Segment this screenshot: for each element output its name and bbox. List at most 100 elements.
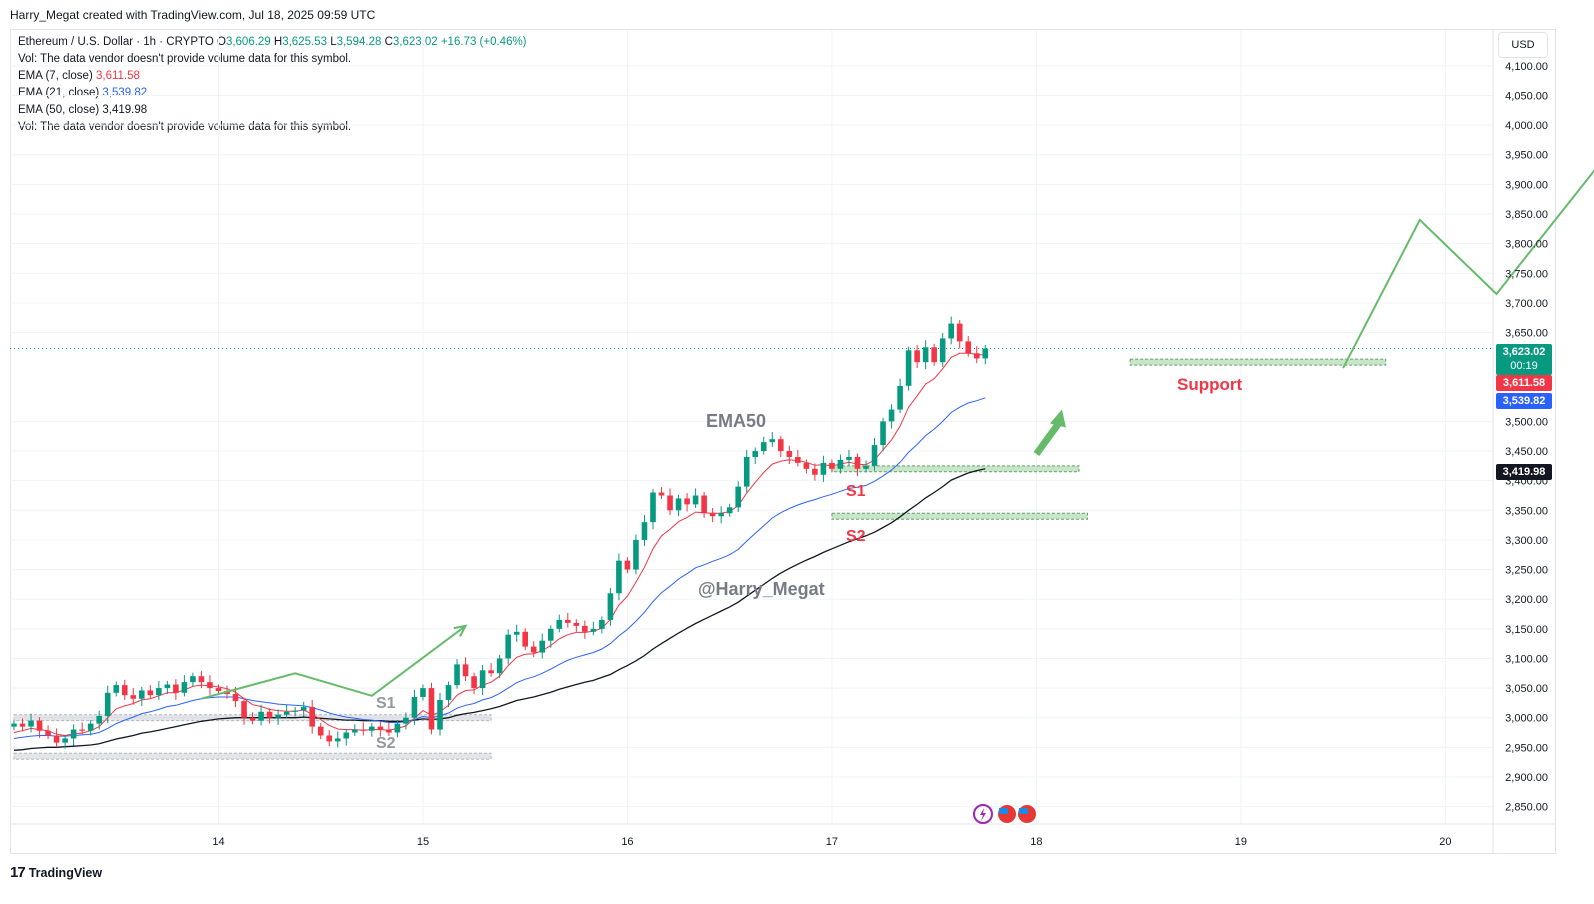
candle-down: [462, 664, 469, 677]
y-tick-label: 3,700.00: [1505, 298, 1548, 310]
candle-up: [283, 711, 290, 715]
zone-s1: [831, 465, 1080, 473]
currency-selector[interactable]: USD: [1498, 32, 1548, 58]
ema21-line: [13, 397, 986, 739]
legend-ema50-row[interactable]: EMA (50, close) 3,419.98: [18, 102, 527, 119]
y-tick-label: 3,100.00: [1505, 653, 1548, 665]
legend-symbol[interactable]: Ethereum / U.S. Dollar · 1h · CRYPTO: [18, 36, 214, 48]
y-tick-label: 3,450.00: [1505, 446, 1548, 458]
annotation-support: Support: [1177, 375, 1242, 394]
last-price-value: 3,623.02: [1502, 346, 1546, 358]
x-tick-label: 16: [621, 836, 633, 848]
candle-down: [565, 619, 571, 623]
candle-up: [139, 690, 145, 699]
candle-up: [394, 723, 401, 733]
projection-path-large: [1342, 169, 1594, 369]
ema7-line: [13, 352, 986, 737]
candle-up: [292, 710, 298, 712]
candle-up: [948, 323, 954, 339]
candle-down: [266, 711, 273, 718]
watermark: @Harry_Megat: [698, 579, 825, 599]
ema50-price-tag: 3,419.98: [1496, 464, 1552, 480]
candle-up: [837, 459, 844, 469]
legend-low: 3,594.28: [336, 36, 382, 48]
candle-down: [624, 560, 631, 570]
annotation-s2-left: S2: [376, 735, 396, 752]
zone-support: [1129, 358, 1387, 366]
up-arrow-head: [1049, 409, 1066, 428]
candle-up: [846, 456, 852, 460]
candle-down: [522, 631, 528, 647]
candle-up: [922, 347, 929, 363]
legend-h-label: H: [273, 36, 283, 48]
projection-path-small: [201, 625, 467, 700]
legend-ema21-label: EMA (21, close): [18, 87, 100, 99]
last-price-tag: 3,623.02 00:19: [1496, 344, 1552, 375]
candle-up: [411, 696, 418, 718]
legend-o-label: O: [216, 36, 226, 48]
candle-up: [445, 685, 452, 700]
y-tick-label: 3,200.00: [1505, 594, 1548, 606]
y-tick-label: 3,850.00: [1505, 209, 1548, 221]
candle-down: [377, 726, 384, 730]
legend-ema21-row[interactable]: EMA (21, close) 3,539.82: [18, 85, 527, 102]
candle-up: [334, 738, 341, 742]
y-tick-label: 3,650.00: [1505, 328, 1548, 340]
candle-up: [982, 348, 989, 359]
chart-grid: [10, 30, 1555, 853]
candle-up: [454, 664, 460, 686]
candle-up: [650, 492, 656, 523]
candle-up: [420, 688, 426, 697]
candle-up: [718, 513, 724, 517]
candle-down: [79, 729, 85, 731]
chart-credit: Harry_Megat created with TradingView.com…: [10, 8, 376, 22]
candle-down: [931, 347, 937, 363]
candle-up: [164, 684, 171, 689]
candle-down: [471, 676, 477, 689]
candle-up: [675, 498, 682, 511]
tradingview-logo-icon: 17: [10, 864, 26, 881]
candle-up: [633, 539, 639, 570]
candle-down: [45, 730, 51, 736]
legend-ema21-value: 3,539.82: [102, 87, 148, 99]
candle-up: [496, 658, 503, 674]
candle-up: [156, 688, 162, 696]
candle-up: [258, 711, 264, 721]
candle-up: [369, 726, 375, 731]
x-tick-label: 14: [212, 836, 224, 848]
candle-up: [479, 670, 486, 689]
legend-ema7-row[interactable]: EMA (7, close) 3,611.58: [18, 68, 527, 85]
legend-ema50-value: 3,419.98: [102, 104, 148, 116]
legend-c-label: C: [384, 36, 393, 48]
time-axis: 14 15 16 17 18 19 20: [212, 836, 1451, 848]
candle-down: [53, 735, 60, 743]
y-tick-label: 4,050.00: [1505, 90, 1548, 102]
candle-up: [104, 692, 111, 716]
candle-up: [641, 522, 648, 540]
candle-down: [530, 646, 537, 653]
toolbar-icons[interactable]: [973, 803, 1038, 825]
candle-down: [701, 495, 707, 514]
candle-down: [488, 670, 494, 674]
candle-down: [207, 682, 213, 689]
candle-down: [19, 723, 26, 727]
candle-down: [795, 456, 801, 463]
candle-down: [829, 462, 835, 469]
tradingview-logo[interactable]: 17 TradingView: [10, 864, 102, 881]
candle-up: [760, 442, 767, 452]
y-tick-label: 2,900.00: [1505, 772, 1548, 784]
ema7-price-tag: 3,611.58: [1496, 375, 1552, 391]
candle-down: [241, 701, 247, 718]
candle-down: [914, 350, 920, 363]
y-tick-label: 3,800.00: [1505, 239, 1548, 251]
candle-up: [897, 385, 903, 410]
candle-up: [863, 465, 869, 469]
y-tick-label: 3,250.00: [1505, 565, 1548, 577]
candle-up: [190, 676, 196, 683]
x-tick-label: 15: [417, 836, 429, 848]
candle-up: [692, 495, 699, 505]
candle-up: [939, 338, 946, 363]
candle-up: [275, 714, 281, 718]
legend-close: 3,623.02: [392, 36, 438, 48]
